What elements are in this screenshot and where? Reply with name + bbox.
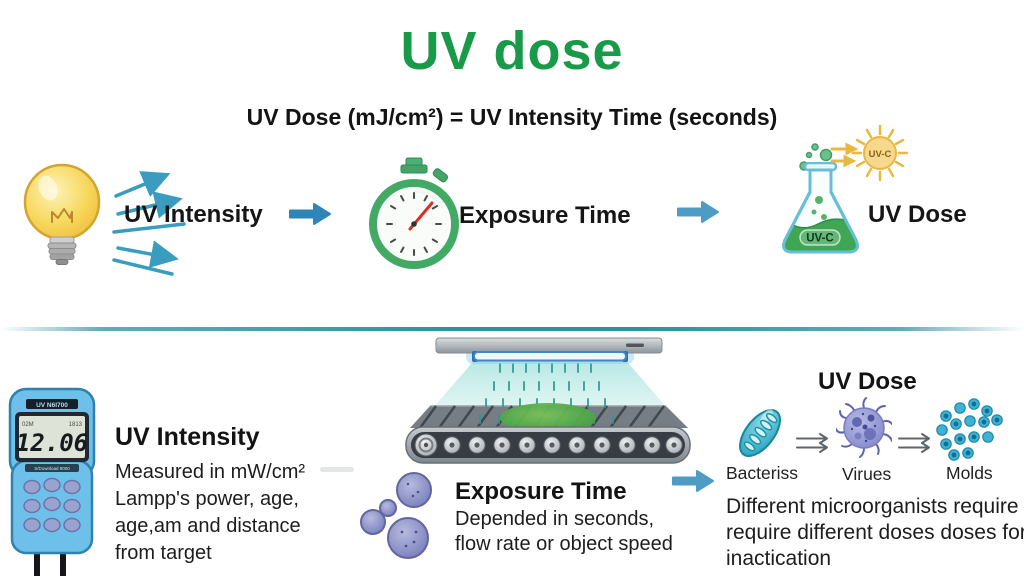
- exposure-body-line: flow rate or object speed: [455, 533, 673, 555]
- uv-meter-icon: UV N6I700 02M 1813 12.06 S/Download 8000: [8, 387, 96, 576]
- page-title: UV dose: [400, 21, 624, 81]
- faint-line: [320, 467, 354, 472]
- organism-label-bacteria: Bacteriss: [726, 463, 798, 483]
- uv-intensity-body-line: age,am and distance: [115, 515, 301, 537]
- light-bulb-icon: [23, 163, 101, 265]
- formula-text: UV Dose (mJ/cm²) = UV Intensity Time (se…: [246, 104, 778, 130]
- dose-body-line: require different doses doses for: [726, 521, 1024, 544]
- section-divider: [0, 327, 1024, 331]
- uv-intensity-body-line: Lampp's power, age,: [115, 488, 299, 510]
- exposure-time-heading: Exposure Time: [455, 478, 627, 505]
- meter-sub-label: S/Download 8000: [34, 466, 70, 471]
- sun-uvc-icon: UV-C: [851, 124, 909, 182]
- uv-intensity-heading: UV Intensity: [115, 423, 260, 451]
- flow-uv-intensity-label: UV Intensity: [124, 201, 263, 228]
- dose-body-line: Different microorganists require: [726, 495, 1019, 518]
- meter-lcd-left-label: 02M: [22, 422, 34, 428]
- yellow-arrows-icon: [830, 142, 859, 168]
- meter-reading: 12.06: [16, 429, 88, 457]
- molds-icon: [936, 398, 1003, 461]
- flow-uv-dose-label: UV Dose: [868, 201, 967, 228]
- uv-lamp-tube: [473, 351, 627, 362]
- microbes-icon: [360, 472, 432, 559]
- flow-exposure-time-label: Exposure Time: [459, 202, 631, 229]
- target-object-blob: [500, 403, 596, 433]
- bacteria-icon: [739, 409, 781, 457]
- arrow-right-icon: [289, 203, 331, 225]
- double-arrow-icon: [898, 433, 930, 453]
- flask-uvc-label: UV-C: [806, 233, 833, 245]
- exposure-body-line: Depended in seconds,: [455, 508, 655, 530]
- meter-lcd-right-label: 1813: [69, 422, 83, 428]
- uv-dose-heading: UV Dose: [818, 368, 917, 395]
- arrow-right-icon: [672, 470, 714, 492]
- virus-icon: [836, 397, 892, 458]
- organism-label-molds: Molds: [946, 463, 993, 483]
- flask-icon: UV-C: [782, 162, 859, 254]
- arrow-right-icon: [677, 201, 719, 223]
- dose-body-line: inactication: [726, 547, 832, 570]
- organism-label-viruses: Virues: [842, 464, 892, 484]
- sun-uvc-label: UV-C: [869, 149, 892, 160]
- double-arrow-icon: [796, 433, 828, 453]
- uv-intensity-body-line: from target: [115, 542, 212, 564]
- uv-rays-icon: [112, 171, 186, 276]
- uv-conveyor-icon: [405, 337, 691, 464]
- stopwatch-icon: [369, 157, 459, 269]
- uv-intensity-body-line: Measured in mW/cm²: [115, 461, 306, 483]
- meter-model-label: UV N6I700: [36, 402, 68, 409]
